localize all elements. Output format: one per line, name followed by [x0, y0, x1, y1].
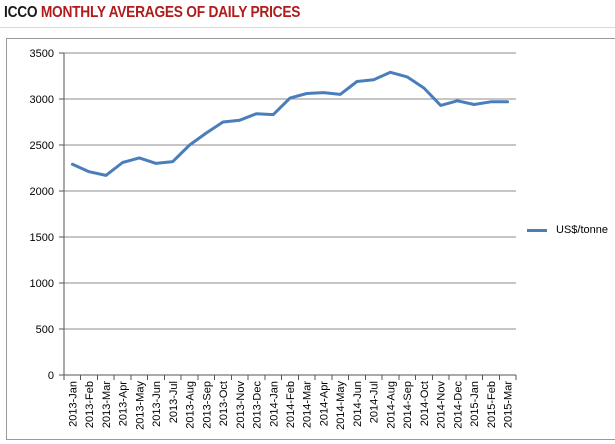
x-tick-label: 2014-Jan: [268, 381, 280, 427]
y-tick-label: 3000: [30, 94, 54, 106]
x-tick-label: 2014-Aug: [385, 381, 397, 429]
x-tick-label: 2013-May: [134, 381, 146, 430]
x-tick-label: 2014-Jun: [352, 381, 364, 427]
x-tick-label: 2013-Aug: [185, 381, 197, 429]
title-divider: [0, 27, 615, 28]
x-tick-label: 2013-Nov: [235, 381, 247, 429]
y-tick-label: 0: [48, 370, 54, 382]
x-tick-label: 2013-Apr: [118, 381, 130, 427]
series-line: [70, 70, 510, 177]
x-tick-label: 2014-Apr: [318, 381, 330, 427]
y-tick-label: 3500: [30, 48, 54, 60]
y-tick-label: 2500: [30, 140, 54, 152]
x-tick-label: 2015-Jan: [469, 381, 481, 427]
gridlines: [64, 52, 516, 330]
y-tick-label: 500: [36, 324, 54, 336]
x-tick-label: 2013-Oct: [218, 381, 230, 426]
x-tick-label: 2013-Sep: [201, 381, 213, 429]
x-tick-label: 2013-Jul: [168, 381, 180, 423]
chart-heading: MONTHLY AVERAGES OF DAILY PRICES: [40, 4, 301, 21]
x-tick-label: 2014-Feb: [285, 381, 297, 428]
x-tick-labels: 2013-Jan 2013-Feb 2013-Mar 2013-Apr 2013-May…: [67, 381, 514, 430]
axes: [59, 52, 517, 380]
organization-name: ICCO: [4, 4, 38, 21]
x-tick-label: 2013-Jan: [67, 381, 79, 427]
x-tick-label: 2013-Dec: [252, 381, 264, 429]
legend-label: US$/tonne: [556, 224, 608, 236]
x-tick-label: 2014-Sep: [402, 381, 414, 429]
series-layer: [70, 70, 510, 177]
page-title: ICCO MONTHLY AVERAGES OF DAILY PRICES: [4, 2, 300, 24]
x-tick-label: 2014-Jul: [369, 381, 381, 423]
y-tick-label: 1500: [30, 232, 54, 244]
legend-swatch: [527, 228, 547, 232]
x-tick-label: 2013-Mar: [101, 381, 113, 428]
y-tick-label: 1000: [30, 278, 54, 290]
x-tick-label: 2015-Mar: [503, 381, 515, 428]
x-tick-label: 2015-Feb: [486, 381, 498, 428]
x-tick-label: 2014-May: [335, 381, 347, 430]
x-tick-label: 2013-Jun: [151, 381, 163, 427]
x-tick-label: 2014-Nov: [436, 381, 448, 429]
x-tick-label: 2014-Oct: [419, 381, 431, 426]
chart-legend: US$/tonne: [527, 222, 608, 238]
x-tick-label: 2014-Mar: [302, 381, 314, 428]
chart-frame: [6, 38, 615, 440]
x-tick-label: 2014-Dec: [452, 381, 464, 429]
y-tick-labels: 0 500 1000 1500 2000 2500 3000 3500: [30, 48, 54, 382]
x-tick-label: 2013-Feb: [84, 381, 96, 428]
y-tick-label: 2000: [30, 186, 54, 198]
